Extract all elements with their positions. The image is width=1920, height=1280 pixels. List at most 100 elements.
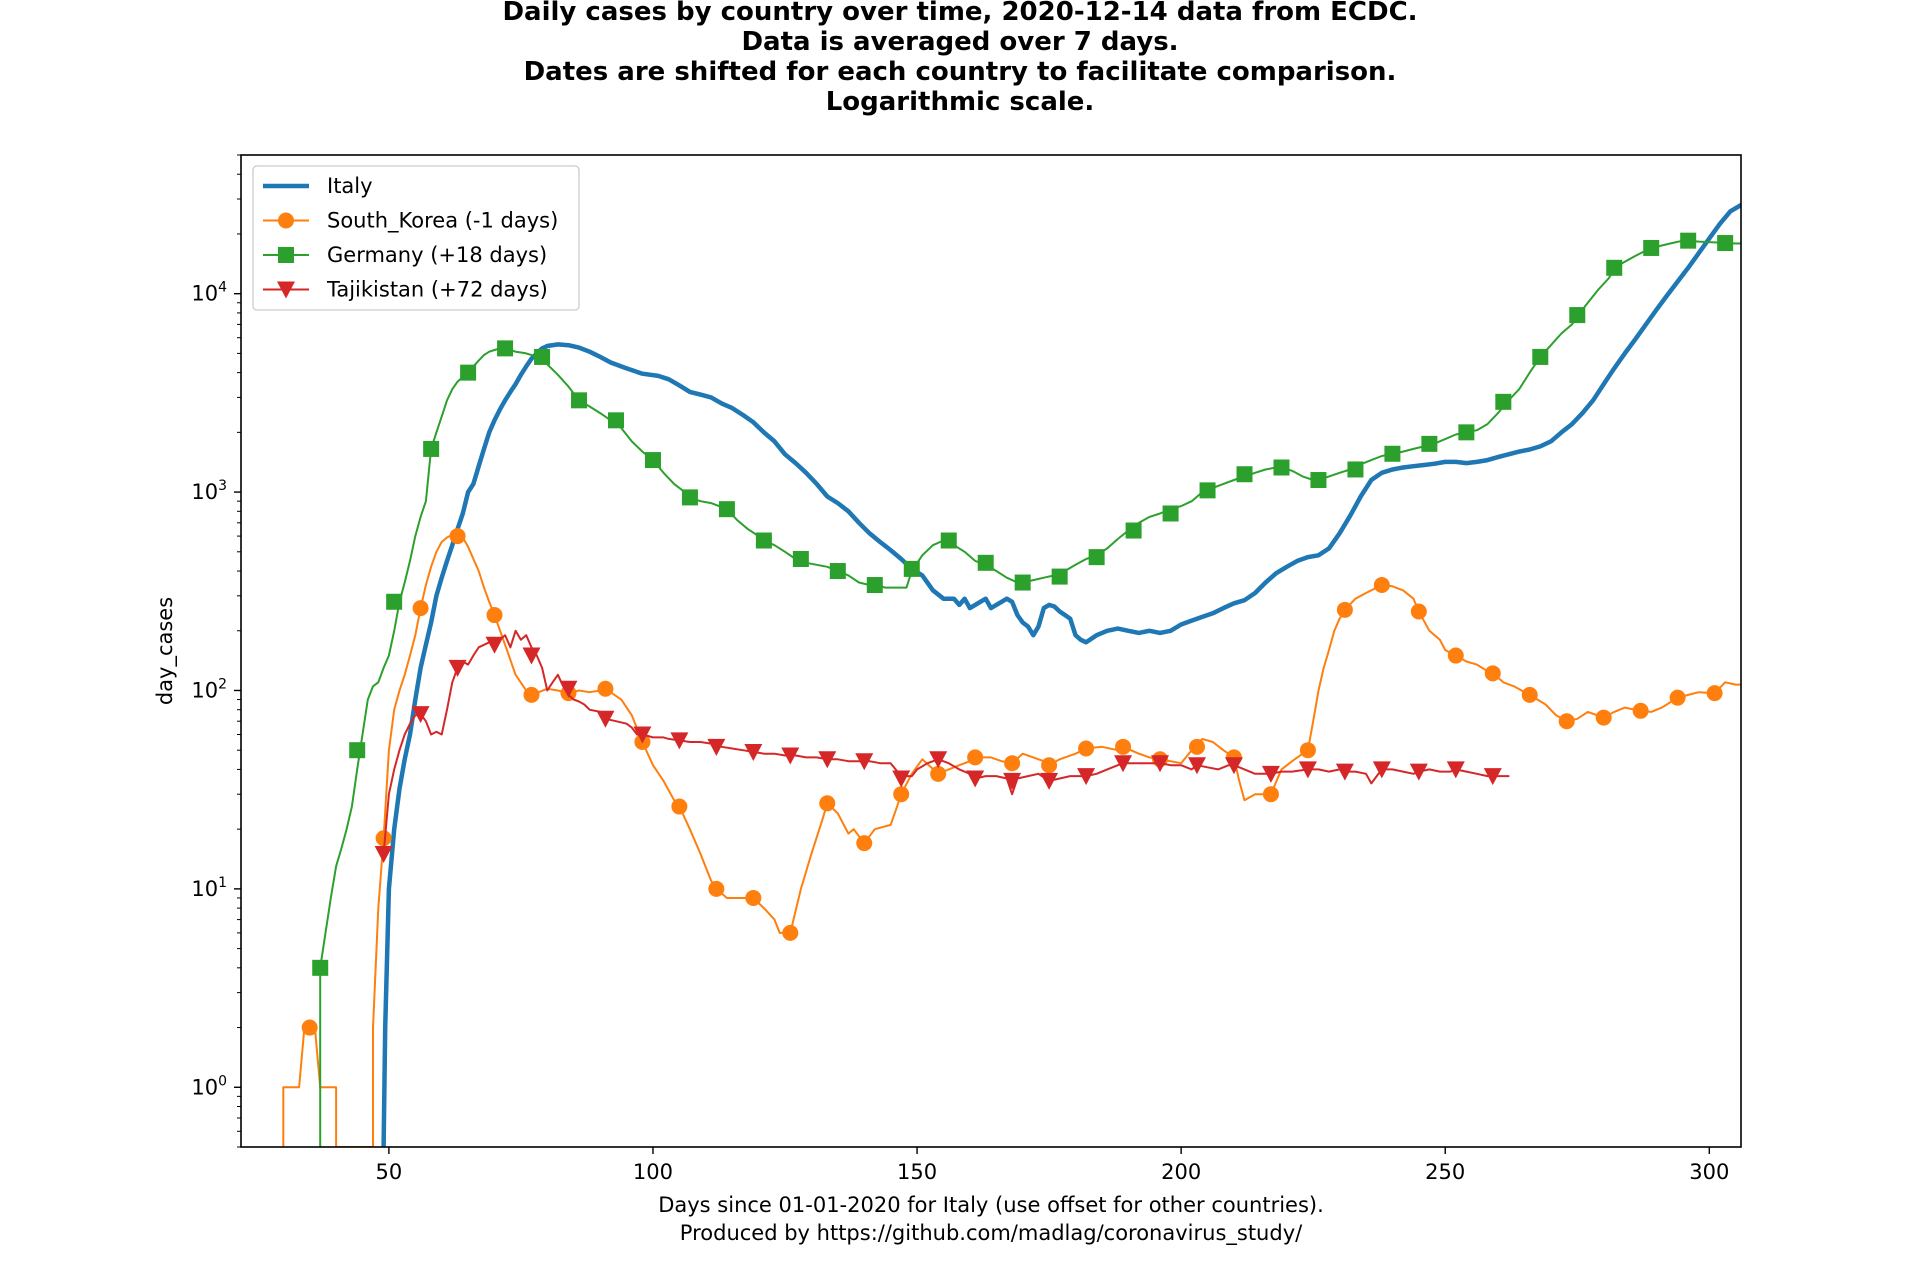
series-3-point-5 [559,680,578,698]
series-1-point-35 [1632,702,1649,719]
series-1-point-13 [819,795,836,812]
series-2-point-10 [681,489,698,506]
series-2-point-29 [1384,445,1401,462]
y-tick-label-1: 101 [191,875,227,901]
y-axis: 100 101 102 103 104 [191,154,241,1148]
series-3-point-7 [633,726,652,744]
series-2-point-31 [1458,424,1475,441]
series-1-point-0 [301,1019,318,1036]
series-1-point-34 [1595,709,1612,726]
legend-marker-3 [277,281,295,299]
series-2-point-12 [755,532,772,549]
series-2-point-22 [1125,522,1142,539]
series-3-point-1 [411,706,430,724]
series-1-point-31 [1484,665,1501,682]
series-2-point-0 [312,959,329,976]
legend-entry-3: Tajikistan (+72 days) [263,278,548,302]
series-3-point-26 [1335,763,1354,781]
series-1-point-20 [1078,740,1095,757]
legend-label-3: Tajikistan (+72 days) [326,278,548,302]
series-3-point-23 [1224,757,1243,775]
series-1-point-7 [597,680,614,697]
series-2-point-6 [534,348,551,365]
legend: Italy South_Korea (-1 days) Germany (+18 d… [252,165,580,311]
series-1-point-36 [1669,689,1686,706]
legend-entry-1: South_Korea (-1 days) [263,209,558,234]
series-2-point-3 [423,440,440,457]
series-1-point-4 [486,607,503,624]
series-2-point-8 [608,412,624,429]
series-1-point-21 [1115,738,1132,755]
series-3-point-10 [744,743,763,761]
legend-entry-0: Italy [263,174,373,198]
series-3-point-27 [1372,761,1391,779]
series-2-point-35 [1606,259,1623,276]
x-axis-label-line-1: Days since 01-01-2020 for Italy (use off… [658,1193,1324,1217]
series-3-point-14 [892,770,911,788]
series-3-point-17 [1003,772,1022,790]
series-2-point-21 [1088,549,1105,566]
series-1-point-1 [375,830,392,847]
series-2-point-36 [1643,239,1660,256]
plot-frame [240,154,1742,1148]
series-2-point-2 [386,593,403,610]
legend-marker-2 [278,247,294,263]
series-1-point-30 [1447,647,1464,664]
series-2-point-26 [1273,459,1290,476]
series-3-point-11 [781,747,800,765]
series-line-2 [319,239,1741,1147]
series-3-point-13 [855,753,874,771]
series-1-point-11 [745,889,762,906]
series-1-point-15 [893,786,910,803]
series-2-point-32 [1495,393,1512,410]
y-tick-label-0: 100 [191,1073,227,1099]
x-tick-label-0: 50 [376,1160,403,1184]
series-3-point-21 [1151,755,1170,773]
x-axis: 50 100 150 200 250 300 [376,1147,1729,1184]
series-1-point-37 [1706,685,1723,702]
series-2-point-17 [940,532,957,549]
series-3-point-18 [1040,772,1059,790]
legend-label-2: Germany (+18 days) [327,243,547,267]
legend-box [252,165,580,311]
series-3-point-24 [1261,765,1280,783]
series-3-point-6 [596,710,615,728]
series-0 [381,202,1741,1147]
series-3-point-9 [707,738,726,756]
series-layer [282,202,1741,1147]
series-2-point-1 [349,742,366,759]
chart-title: Daily cases by country over time, 2020-1… [502,0,1417,117]
series-1-point-26 [1299,742,1316,759]
x-tick-label-4: 250 [1425,1160,1465,1184]
series-2-point-30 [1421,435,1438,452]
series-1-point-3 [449,528,466,545]
series-1-point-33 [1558,713,1575,730]
series-2-point-25 [1236,466,1253,483]
series-1-point-32 [1521,686,1538,703]
series-1 [282,528,1741,1147]
title-line-1: Daily cases by country over time, 2020-1… [502,0,1417,27]
series-1-point-18 [1004,755,1021,772]
series-3-point-0 [374,845,393,863]
series-1-point-9 [671,798,688,815]
series-2-point-15 [866,577,883,594]
series-2-point-7 [571,392,588,409]
series-2-point-18 [977,554,994,571]
series-2-point-13 [792,550,809,567]
legend-label-0: Italy [327,174,373,198]
series-2 [312,232,1741,1147]
series-1-point-29 [1410,603,1427,620]
series-1-point-23 [1188,738,1205,755]
series-1-point-25 [1262,786,1279,803]
series-1-point-19 [1041,757,1058,774]
series-3-point-3 [485,636,504,654]
series-1-point-12 [782,924,799,941]
series-3-point-16 [966,770,985,788]
series-line-0 [381,202,1741,1147]
series-1-point-14 [856,835,873,852]
series-1-point-2 [412,600,429,617]
series-3-point-30 [1483,768,1502,786]
series-1-point-28 [1373,577,1390,594]
